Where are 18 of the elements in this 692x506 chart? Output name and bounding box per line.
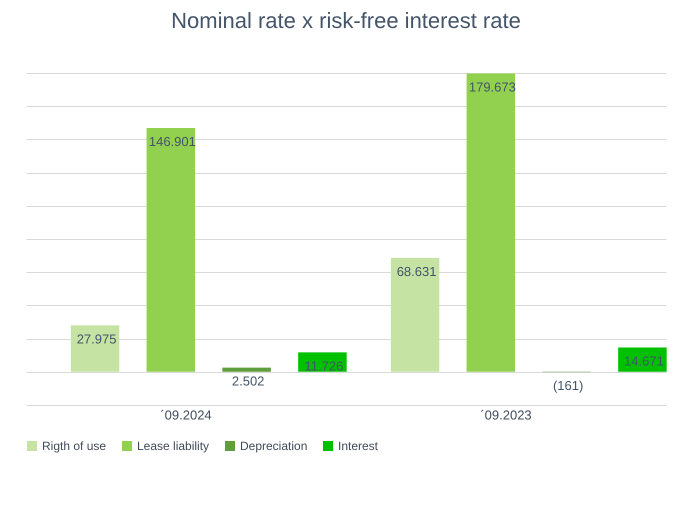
legend-label: Rigth of use [42, 439, 106, 453]
data-label: 2.502 [232, 374, 264, 389]
data-label: 27.975 [76, 331, 116, 346]
bar [390, 258, 440, 372]
legend-label: Lease liability [137, 439, 210, 453]
legend-label: Interest [338, 439, 379, 453]
data-label: 68.631 [396, 264, 436, 279]
bar [146, 128, 196, 372]
x-tick-label: ´09.2024 [160, 408, 212, 422]
bar [466, 74, 516, 372]
data-label: (161) [552, 378, 584, 394]
bar [222, 368, 271, 372]
legend-label: Depreciation [240, 439, 308, 453]
data-label: 14.671 [624, 353, 664, 368]
bar [70, 325, 120, 372]
chart-title: Nominal rate x risk-free interest rate [171, 8, 521, 33]
data-label: 11.726 [304, 358, 344, 374]
x-tick-label: ´09.2023 [480, 408, 532, 422]
